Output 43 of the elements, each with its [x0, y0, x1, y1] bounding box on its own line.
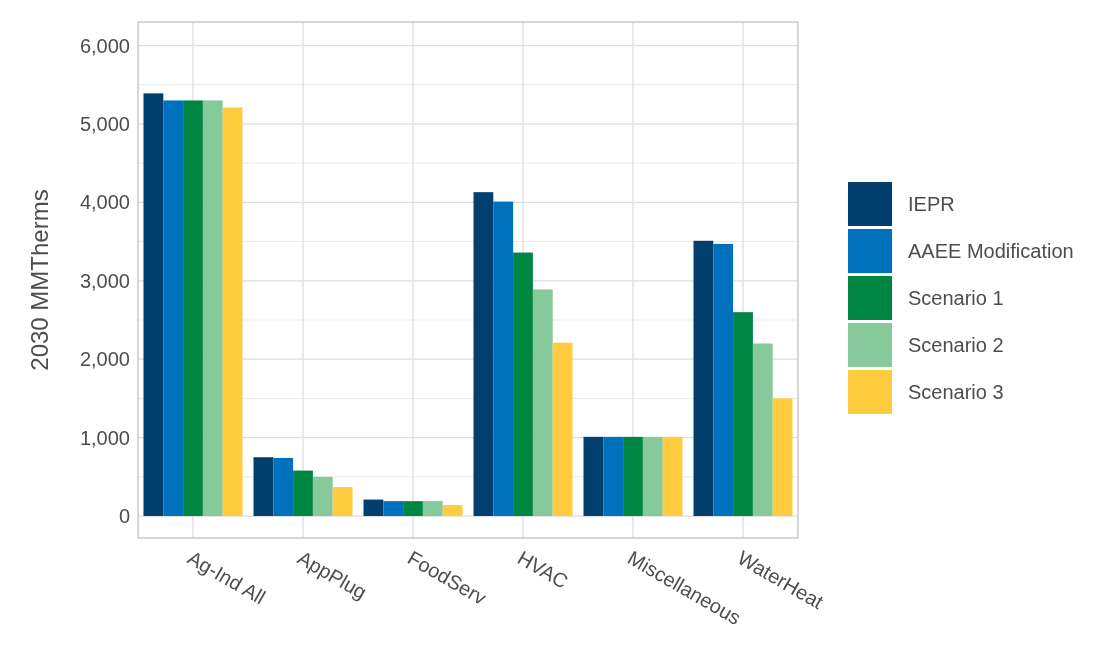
bar — [312, 476, 333, 517]
bar — [772, 398, 793, 517]
bar — [293, 470, 313, 517]
bar — [202, 100, 223, 517]
y-axis-title: 2030 MMTherms — [26, 189, 53, 371]
bar — [552, 342, 573, 517]
bar — [493, 201, 514, 517]
bar — [383, 501, 404, 517]
bar — [253, 457, 274, 517]
legend-label: Scenario 3 — [908, 381, 1004, 403]
bar — [222, 107, 243, 517]
y-tick-label: 6,000 — [79, 34, 130, 57]
bar — [163, 100, 184, 517]
bar — [752, 343, 773, 517]
bar — [713, 243, 734, 517]
legend-label: AAEE Modification — [908, 240, 1074, 262]
bar — [603, 436, 624, 517]
bar — [733, 312, 753, 517]
bar — [693, 240, 714, 517]
bar — [183, 100, 203, 517]
bar — [623, 436, 643, 517]
bar — [513, 252, 533, 517]
bar — [403, 501, 423, 517]
y-tick-label: 2,000 — [79, 348, 130, 371]
bar — [662, 436, 683, 517]
y-tick-label: 5,000 — [79, 112, 130, 135]
legend-label: Scenario 2 — [908, 334, 1004, 356]
bar — [642, 436, 663, 517]
y-tick-label: 4,000 — [79, 191, 130, 214]
bar — [332, 487, 353, 517]
bar — [363, 499, 384, 517]
y-tick-label: 3,000 — [79, 269, 130, 292]
bar — [143, 93, 164, 517]
legend-label: IEPR — [908, 193, 955, 215]
y-tick-label: 1,000 — [79, 426, 130, 449]
bar — [583, 436, 604, 517]
bar — [273, 458, 294, 517]
legend-label: Scenario 1 — [908, 287, 1004, 309]
bar — [442, 505, 463, 517]
bar — [532, 289, 553, 517]
bar — [473, 192, 494, 517]
bar — [422, 501, 443, 517]
y-tick-label: 0 — [118, 505, 130, 528]
